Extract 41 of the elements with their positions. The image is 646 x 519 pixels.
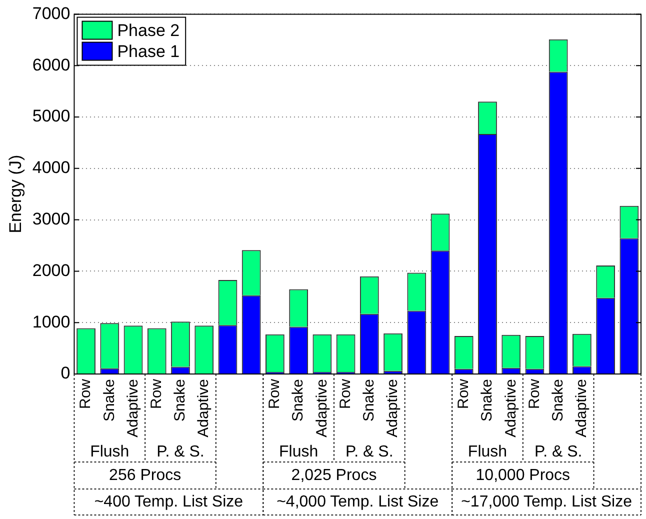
x-tick-label: Adaptive bbox=[384, 379, 402, 438]
text: 256 Procs bbox=[109, 466, 182, 484]
x-tick-label: Snake bbox=[100, 379, 118, 422]
x-tick-label: Row bbox=[77, 378, 94, 410]
x-tick-label: Adaptive bbox=[502, 379, 520, 438]
text: Flush bbox=[468, 443, 508, 460]
y-tick-label: 6000 bbox=[32, 55, 70, 74]
x-tick-label: Row bbox=[526, 378, 543, 410]
y-axis-title: Energy (J) bbox=[6, 154, 25, 234]
text: Flush bbox=[279, 443, 318, 460]
x-tick-label: Adaptive bbox=[195, 379, 212, 438]
legend-label: Phase 1 bbox=[117, 42, 180, 61]
y-tick-label: 7000 bbox=[32, 4, 70, 23]
y-tick-label: 5000 bbox=[32, 106, 70, 126]
text: Flush bbox=[90, 443, 130, 460]
text: 10,000 Procs bbox=[476, 466, 570, 484]
y-tick-label: 0 bbox=[60, 364, 70, 383]
x-tick-label: Adaptive bbox=[313, 379, 330, 438]
text: P. & S. bbox=[346, 443, 394, 460]
text: ~4,000 Temp. List Size bbox=[276, 493, 439, 510]
x-tick-label: Row bbox=[148, 378, 166, 410]
text: ~17,000 Temp. List Size bbox=[461, 493, 632, 510]
y-tick-label: 3000 bbox=[32, 209, 70, 228]
x-tick-label: Snake bbox=[290, 379, 307, 422]
text: P. & S. bbox=[156, 443, 204, 460]
text: P. & S. bbox=[534, 443, 582, 460]
x-tick-label: Snake bbox=[360, 379, 378, 422]
y-tick-label: 1000 bbox=[32, 312, 70, 332]
x-tick-label: Snake bbox=[549, 379, 566, 422]
text: 2,025 Procs bbox=[291, 466, 377, 484]
text: ~400 Temp. List Size bbox=[94, 493, 244, 510]
x-tick-label: Snake bbox=[478, 379, 496, 422]
y-tick-label: 4000 bbox=[32, 158, 70, 178]
x-tick-label: Row bbox=[455, 378, 472, 410]
x-tick-label: Adaptive bbox=[573, 379, 590, 438]
y-tick-label: 2000 bbox=[32, 260, 70, 280]
x-tick-label: Row bbox=[266, 378, 284, 410]
x-tick-label: Snake bbox=[172, 379, 189, 422]
legend-label: Phase 2 bbox=[117, 20, 180, 40]
x-tick-label: Adaptive bbox=[124, 379, 142, 438]
x-tick-label: Row bbox=[336, 378, 354, 410]
